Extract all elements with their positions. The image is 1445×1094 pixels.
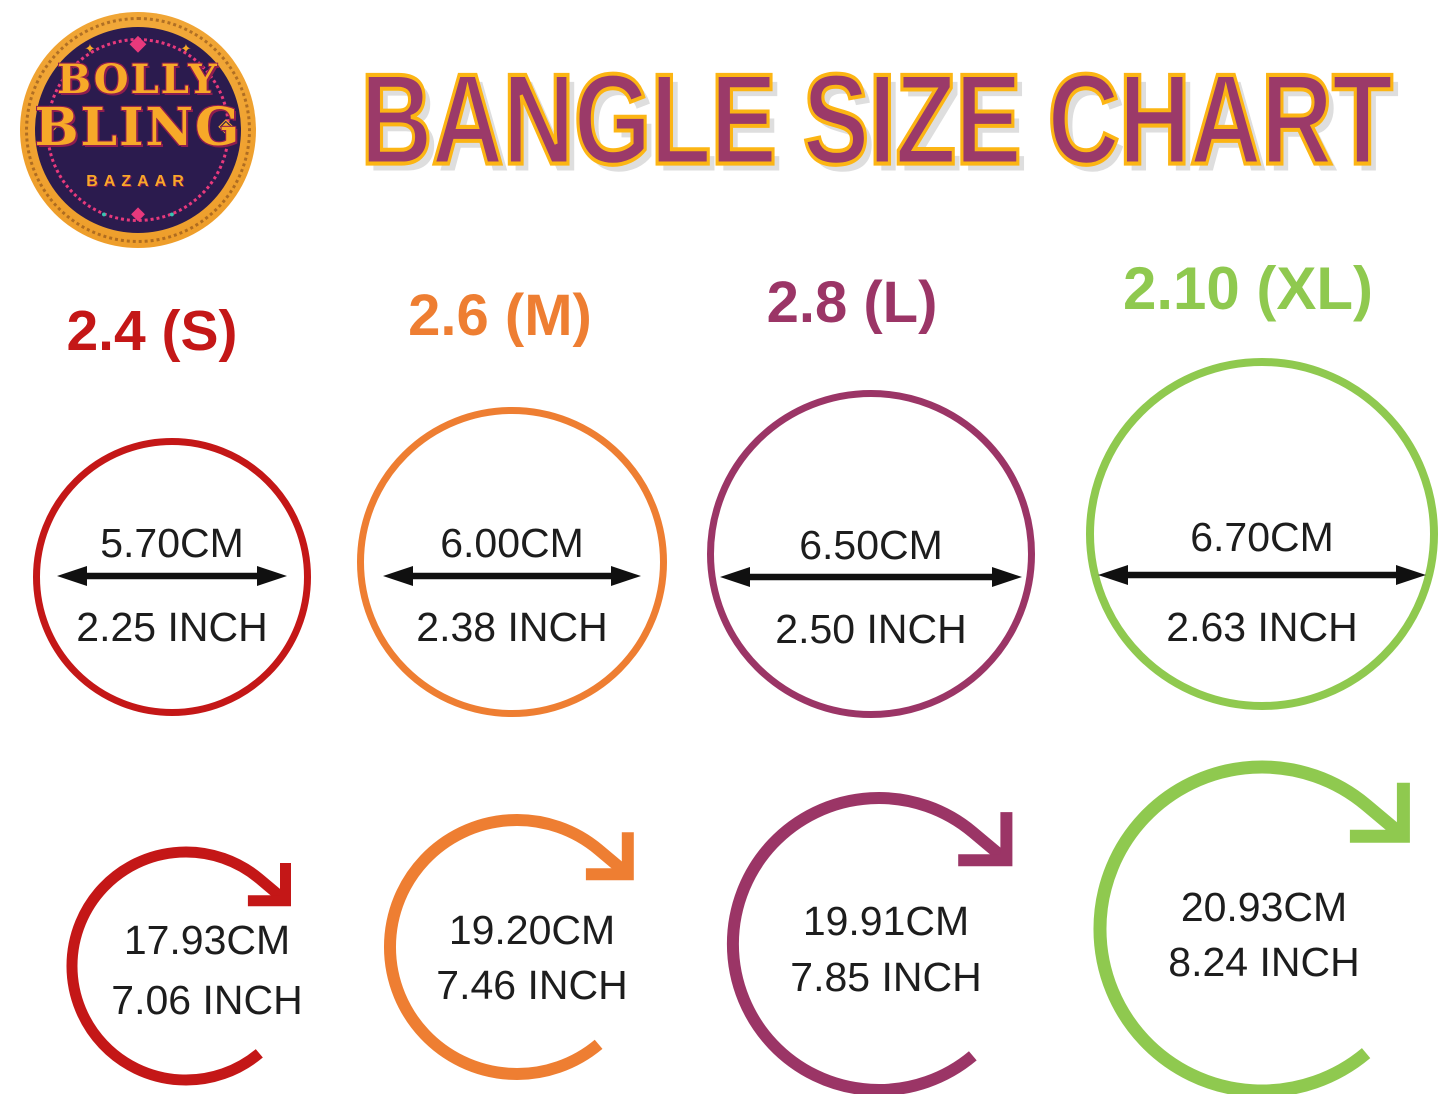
bangle-diameter-circle [1086, 358, 1438, 710]
logo-teal-dot-icon: ● [169, 209, 175, 219]
diameter-cm-value: 5.70CM [100, 520, 244, 566]
circumference-arrow [66, 846, 291, 1086]
logo-top-gem-icon: ◆ [129, 30, 147, 55]
logo-left-gem-icon: ◈ [42, 115, 58, 137]
bangle-diameter-circle [33, 438, 311, 716]
diameter-cm-value: 6.50CM [799, 522, 943, 568]
logo-teal-dot-icon: ● [101, 209, 107, 219]
circumference-inch-value: 7.46 INCH [436, 962, 628, 1008]
diameter-inch-value: 2.50 INCH [775, 606, 967, 652]
circumference-cm-value: 17.93CM [123, 917, 291, 963]
size-label: 2.8 (L) [766, 270, 938, 335]
diameter-arrow [720, 567, 1022, 587]
logo-text-bolly: BOLLY [57, 56, 219, 103]
bangle-diameter-circle [357, 407, 667, 717]
circumference-arrow [383, 814, 634, 1080]
bolly-bling-bazaar-logo: ◆ ✦ ✦ ◈ ◈ ◆ ● ● BOLLY BLING BAZAAR [20, 12, 256, 248]
logo-sparkle-icon: ✦ [180, 41, 192, 56]
diameter-arrow [1098, 565, 1426, 585]
diameter-inch-value: 2.25 INCH [76, 604, 268, 650]
logo-right-gem-icon: ◈ [218, 115, 234, 137]
diameter-arrow [383, 566, 641, 586]
page-title: BANGLE SIZE CHART [359, 47, 1395, 192]
circumference-cm-value: 19.91CM [802, 898, 970, 944]
circumference-cm-value: 19.20CM [448, 907, 616, 953]
circumference-inch-value: 7.85 INCH [790, 954, 982, 1000]
circumference-arrow [726, 792, 1013, 1094]
logo-sparkle-icon: ✦ [84, 41, 96, 56]
size-label: 2.4 (S) [66, 299, 238, 363]
logo-text-bling: BLING [34, 97, 242, 158]
circumference-cm-value: 20.93CM [1180, 884, 1348, 930]
size-label: 2.10 (XL) [1122, 255, 1374, 322]
circumference-inch-value: 7.06 INCH [111, 977, 303, 1023]
diameter-cm-value: 6.00CM [440, 520, 584, 566]
size-label: 2.6 (M) [408, 283, 592, 348]
logo-dotted-ring [25, 17, 251, 243]
diameter-cm-value: 6.70CM [1190, 514, 1334, 560]
logo-text-bazaar: BAZAAR [86, 173, 190, 190]
bangle-diameter-circle [707, 390, 1035, 718]
diameter-arrow [57, 566, 287, 586]
diameter-inch-value: 2.63 INCH [1166, 604, 1358, 650]
diameter-inch-value: 2.38 INCH [416, 604, 608, 650]
logo-decorative-ring [46, 38, 230, 222]
circumference-arrow [1093, 760, 1410, 1094]
logo-bottom-gem-icon: ◆ [131, 203, 145, 223]
circumference-inch-value: 8.24 INCH [1168, 939, 1360, 985]
